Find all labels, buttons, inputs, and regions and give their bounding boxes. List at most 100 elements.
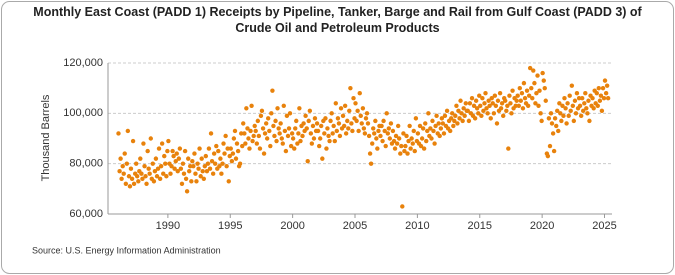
point bbox=[359, 121, 364, 126]
point bbox=[355, 108, 360, 114]
point bbox=[492, 93, 498, 98]
point bbox=[565, 101, 570, 106]
point bbox=[604, 83, 610, 88]
point bbox=[277, 131, 282, 136]
point bbox=[596, 85, 601, 91]
point bbox=[306, 118, 311, 124]
point bbox=[489, 96, 494, 101]
point bbox=[134, 174, 140, 179]
point bbox=[278, 121, 283, 126]
point bbox=[488, 116, 493, 121]
point bbox=[233, 156, 239, 161]
point bbox=[249, 103, 254, 108]
point bbox=[136, 179, 141, 184]
point bbox=[513, 103, 518, 108]
point bbox=[304, 126, 309, 131]
point bbox=[448, 116, 454, 121]
point bbox=[234, 141, 240, 146]
point bbox=[600, 85, 606, 91]
point bbox=[201, 176, 207, 181]
point bbox=[530, 96, 535, 101]
point bbox=[285, 133, 291, 139]
point bbox=[362, 131, 368, 136]
point bbox=[526, 93, 532, 98]
point bbox=[388, 121, 394, 126]
point bbox=[574, 91, 580, 96]
point bbox=[150, 161, 155, 166]
point bbox=[356, 128, 361, 134]
point bbox=[218, 156, 223, 161]
point bbox=[177, 146, 183, 151]
point bbox=[539, 118, 544, 124]
point bbox=[372, 131, 377, 136]
point bbox=[522, 96, 528, 101]
point bbox=[379, 123, 384, 129]
point bbox=[311, 136, 317, 141]
point bbox=[413, 116, 419, 121]
point bbox=[548, 111, 554, 116]
point bbox=[394, 141, 400, 146]
point bbox=[365, 121, 371, 126]
point bbox=[595, 103, 600, 108]
point bbox=[599, 108, 605, 114]
point bbox=[323, 116, 328, 121]
point bbox=[131, 181, 137, 186]
point bbox=[518, 98, 524, 103]
point bbox=[314, 121, 320, 126]
point bbox=[531, 68, 536, 73]
point bbox=[333, 101, 338, 106]
point bbox=[221, 141, 226, 146]
point bbox=[271, 123, 276, 129]
point bbox=[307, 108, 313, 114]
point bbox=[210, 171, 216, 176]
point bbox=[554, 123, 559, 129]
point bbox=[142, 163, 147, 169]
point bbox=[463, 101, 468, 106]
point bbox=[436, 121, 441, 126]
point bbox=[340, 113, 346, 119]
point bbox=[250, 138, 255, 144]
point bbox=[133, 161, 139, 166]
point bbox=[426, 111, 431, 116]
point bbox=[191, 163, 196, 169]
point bbox=[118, 156, 123, 161]
point bbox=[374, 136, 379, 141]
point bbox=[532, 80, 537, 86]
point bbox=[162, 153, 167, 159]
point bbox=[216, 148, 221, 154]
point bbox=[329, 111, 334, 116]
point bbox=[126, 174, 132, 179]
point bbox=[263, 121, 269, 126]
point bbox=[385, 131, 391, 136]
point bbox=[509, 111, 514, 116]
point bbox=[378, 133, 383, 139]
point bbox=[322, 131, 327, 136]
point bbox=[290, 136, 296, 141]
point bbox=[182, 148, 188, 154]
point bbox=[325, 126, 330, 131]
point bbox=[466, 118, 472, 124]
point bbox=[560, 103, 565, 108]
point bbox=[231, 136, 237, 141]
point bbox=[147, 171, 152, 176]
point bbox=[603, 91, 609, 96]
point bbox=[462, 113, 467, 119]
point bbox=[338, 106, 344, 111]
point bbox=[347, 108, 352, 114]
point bbox=[545, 153, 551, 159]
point bbox=[308, 131, 314, 136]
point bbox=[363, 116, 369, 121]
point bbox=[243, 141, 248, 146]
point bbox=[480, 96, 485, 101]
point bbox=[503, 98, 508, 103]
point bbox=[393, 133, 399, 139]
point bbox=[407, 123, 412, 129]
point bbox=[482, 101, 487, 106]
point bbox=[520, 106, 526, 111]
point bbox=[432, 141, 437, 146]
point bbox=[439, 116, 445, 121]
point bbox=[438, 126, 444, 131]
point bbox=[605, 96, 611, 101]
point bbox=[514, 98, 519, 103]
